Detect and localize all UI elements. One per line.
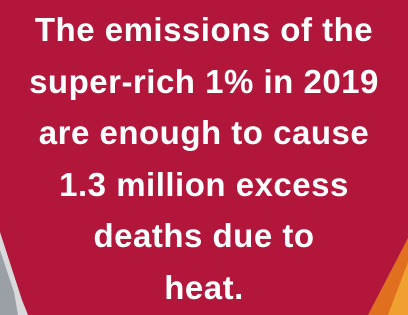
statement-line: super-rich 1% in 2019 bbox=[0, 56, 408, 108]
statement-line: The emissions of the bbox=[0, 4, 408, 56]
statement-line: are enough to cause bbox=[0, 107, 408, 159]
graphic-card: The emissions of thesuper-rich 1% in 201… bbox=[0, 0, 408, 315]
statement-line: deaths due to bbox=[0, 210, 408, 262]
statement-line: heat. bbox=[0, 262, 408, 314]
statement-line: 1.3 million excess bbox=[0, 159, 408, 211]
